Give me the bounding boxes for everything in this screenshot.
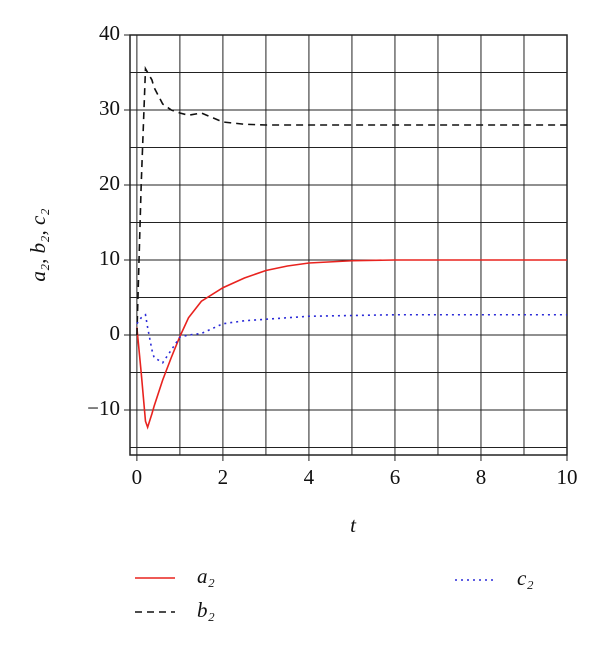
y-tick-label: 40	[99, 21, 120, 45]
y-tick-label: 30	[99, 96, 120, 120]
x-tick-label: 4	[304, 465, 315, 489]
y-tick-label: 10	[99, 246, 120, 270]
x-tick-label: 0	[132, 465, 143, 489]
legend-label: c₂	[517, 566, 534, 590]
x-tick-label: 2	[218, 465, 229, 489]
x-tick-label: 10	[557, 465, 578, 489]
series-line	[136, 259, 567, 430]
x-tick-label: 8	[476, 465, 487, 489]
legend-label: a₂	[197, 564, 215, 588]
x-tick-label: 6	[390, 465, 401, 489]
y-axis-label: a₂, b₂, c₂	[26, 208, 50, 281]
y-tick-label: −10	[87, 396, 120, 420]
legend-label: b₂	[197, 598, 215, 622]
y-tick-label: 20	[99, 171, 120, 195]
x-axis-label: t	[350, 513, 357, 537]
plot-frame	[129, 34, 568, 456]
series-line	[136, 313, 567, 364]
series-line	[136, 65, 567, 336]
y-tick-label: 0	[110, 321, 121, 345]
